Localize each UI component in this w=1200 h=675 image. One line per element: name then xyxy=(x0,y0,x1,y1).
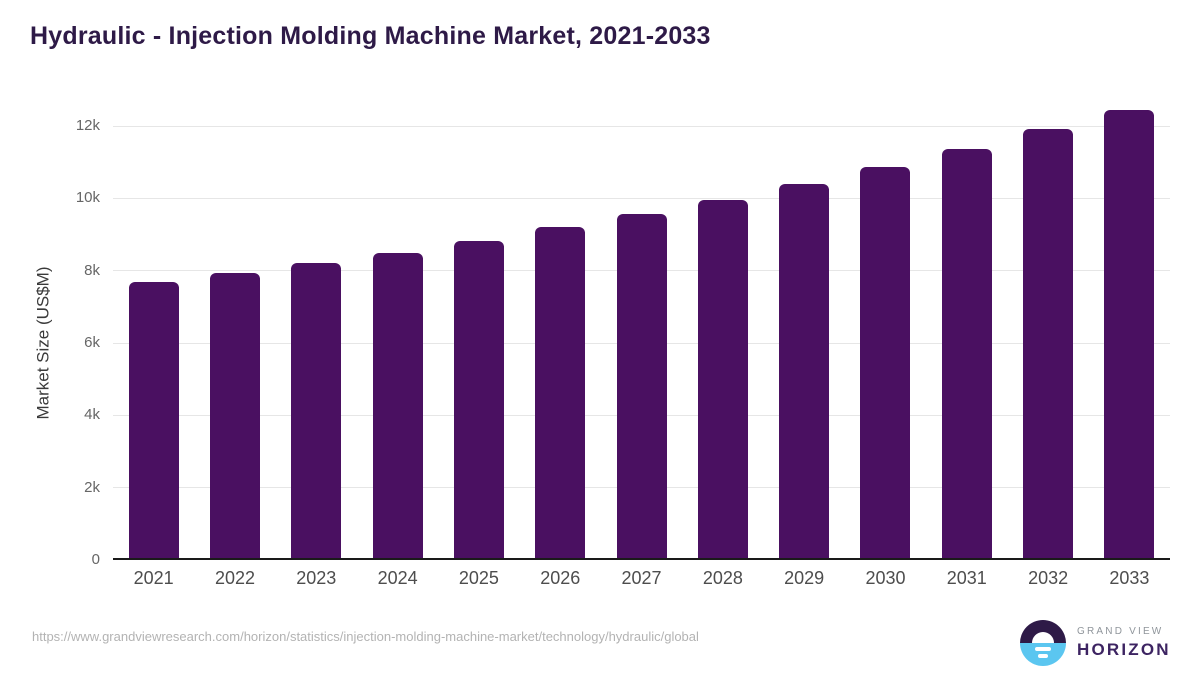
x-tick-label: 2024 xyxy=(377,568,418,588)
bar[interactable] xyxy=(291,262,342,558)
bar-slot xyxy=(194,126,275,558)
bar[interactable] xyxy=(209,272,260,558)
x-tick-label: 2023 xyxy=(296,568,337,588)
gridline xyxy=(113,197,1170,199)
plot-area xyxy=(113,109,1170,560)
chart-title: Hydraulic - Injection Molding Machine Ma… xyxy=(30,22,711,50)
y-tick-label: 6k xyxy=(84,334,100,351)
logo-reflection-line-1 xyxy=(1035,647,1051,651)
x-tick-label: 2027 xyxy=(621,568,662,588)
y-tick-label: 2k xyxy=(84,478,100,496)
logo-sun-arch xyxy=(1032,632,1054,643)
bar[interactable] xyxy=(372,252,423,558)
x-tick-label: 2029 xyxy=(784,568,825,588)
brand-horizon: HORIZON xyxy=(1077,640,1171,659)
gridline xyxy=(113,125,1170,127)
bar[interactable] xyxy=(1023,129,1074,558)
bar-slot xyxy=(520,126,601,558)
x-axis-line xyxy=(113,558,1170,560)
y-tick-label: 0 xyxy=(91,551,100,568)
x-axis-labels: 2021 2022 2023 2024 2025 2026 2027 2028 2029 2030… xyxy=(113,568,1170,589)
x-tick-label: 2031 xyxy=(946,568,987,588)
brand-grand-view: GRAND VIEW xyxy=(1077,626,1164,637)
grand-view-horizon-logo: GRAND VIEW HORIZON xyxy=(1020,620,1171,666)
logo-reflection-line-2 xyxy=(1038,654,1048,658)
bar-slot xyxy=(926,126,1007,558)
bar[interactable] xyxy=(941,148,992,558)
bar-slot xyxy=(357,126,438,558)
bar-slot xyxy=(764,126,845,558)
bar[interactable] xyxy=(453,241,504,558)
x-tick-label: 2033 xyxy=(1109,568,1150,588)
bar-slot xyxy=(682,126,763,558)
y-tick-label: 8k xyxy=(84,261,100,279)
y-axis-tick-labels: 0 2k 4k 6k 8k 10k 12k xyxy=(30,117,100,568)
horizon-logo-icon xyxy=(1020,620,1066,666)
bar-slot xyxy=(845,126,926,558)
x-tick-label: 2022 xyxy=(214,568,255,588)
bar[interactable] xyxy=(1104,109,1155,558)
logo-text: GRAND VIEW HORIZON xyxy=(1077,626,1171,660)
x-tick-label: 2021 xyxy=(133,568,174,588)
x-tick-label: 2032 xyxy=(1028,568,1069,588)
bar[interactable] xyxy=(860,166,911,558)
bar[interactable] xyxy=(616,214,667,558)
bars-container xyxy=(113,109,1170,558)
bar-slot xyxy=(1089,109,1170,558)
bar-slot xyxy=(601,126,682,558)
y-tick-label: 10k xyxy=(75,189,100,207)
bar[interactable] xyxy=(779,183,830,558)
bar[interactable] xyxy=(535,227,586,558)
bar-slot xyxy=(438,126,519,558)
x-tick-label: 2026 xyxy=(540,568,581,588)
y-tick-label: 4k xyxy=(84,406,100,424)
bar-slot xyxy=(113,126,194,558)
x-tick-label: 2028 xyxy=(702,568,743,588)
bar[interactable] xyxy=(128,282,179,558)
bar-slot xyxy=(1007,126,1088,558)
y-tick-label: 12k xyxy=(75,117,100,134)
bar-slot xyxy=(276,126,357,558)
bar[interactable] xyxy=(697,199,748,558)
source-url: https://www.grandviewresearch.com/horizo… xyxy=(32,629,699,644)
x-tick-label: 2025 xyxy=(458,568,499,588)
x-tick-label: 2030 xyxy=(865,568,906,588)
